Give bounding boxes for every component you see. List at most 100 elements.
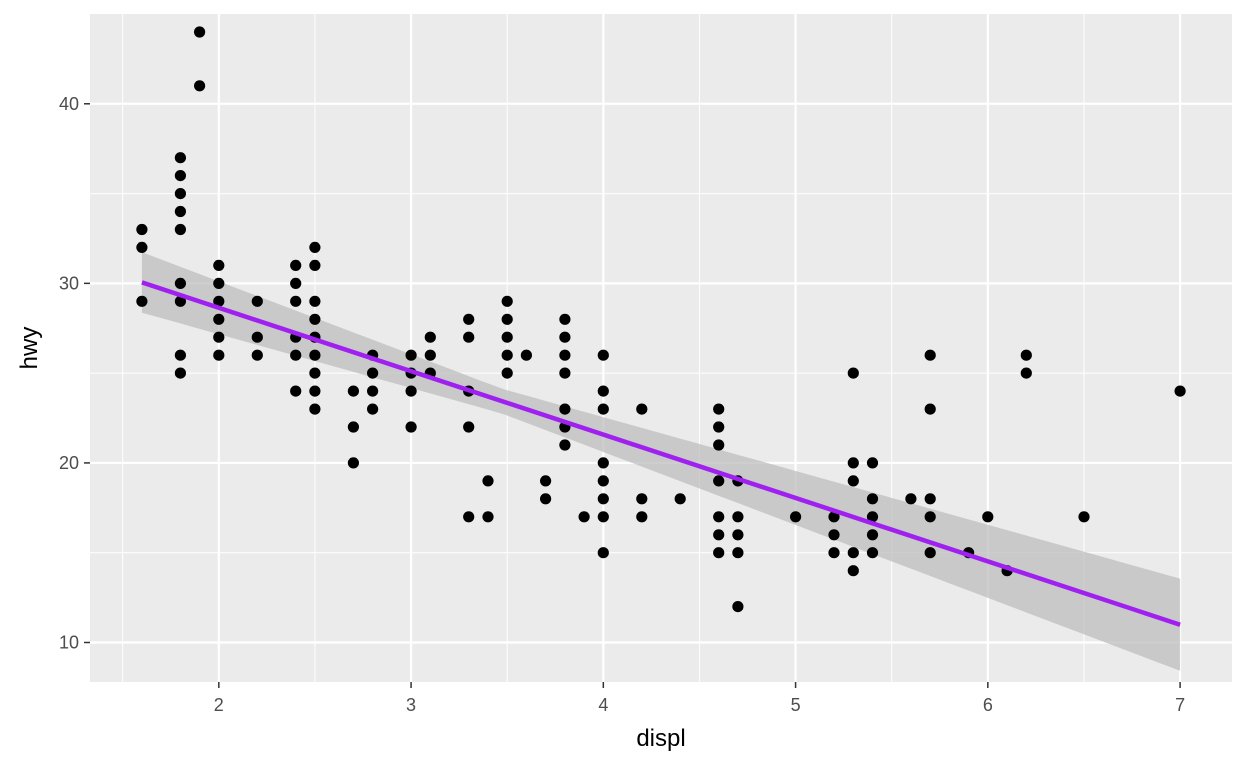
data-point [463,313,475,325]
data-point [309,349,321,361]
data-point [463,511,475,523]
data-point [367,403,379,415]
data-point [463,331,475,343]
x-tick-label: 2 [214,695,224,715]
data-point [367,367,379,379]
data-point [309,403,321,415]
data-point [347,421,359,433]
data-point [636,403,648,415]
x-tick-label: 6 [983,695,993,715]
data-point [194,26,206,38]
data-point [713,421,725,433]
data-point [174,349,186,361]
data-point [866,511,879,523]
x-tick-label: 5 [791,695,801,715]
data-point [559,349,571,361]
data-point [251,295,263,307]
data-point [174,367,186,379]
data-point [405,385,417,397]
data-point [174,188,186,200]
data-point [136,241,148,253]
data-point [713,529,725,541]
data-point [174,277,186,289]
data-point [309,367,321,379]
data-point [713,475,725,487]
data-point [597,457,609,469]
data-point [597,349,609,361]
data-point [828,547,840,559]
data-point [309,313,321,325]
data-point [982,511,994,523]
y-tick-label: 10 [59,632,79,652]
data-point [136,223,148,236]
y-tick-label: 30 [59,273,79,293]
data-point [924,493,936,505]
data-point [559,331,571,343]
data-point [174,170,186,182]
x-axis-ticks: 2 3 4 5 6 7 [214,682,1185,715]
data-point [501,349,513,361]
data-point [501,367,513,379]
data-points [136,26,1186,613]
data-point [501,313,513,325]
data-point [732,547,744,559]
data-point [136,295,148,307]
data-point [405,349,417,361]
data-point [597,493,609,505]
data-point [597,547,609,559]
data-point [847,367,859,379]
data-point [290,259,302,271]
data-point [540,475,552,487]
data-point [924,349,936,361]
data-point [1174,385,1186,397]
data-point [828,529,840,541]
y-tick-label: 20 [59,453,79,473]
x-tick-label: 3 [406,695,416,715]
y-axis-ticks: 10 20 30 40 [59,94,90,652]
data-point [309,241,321,253]
data-point [424,331,436,343]
data-point [828,511,840,523]
data-point [866,457,879,469]
data-point [847,547,859,559]
y-tick-label: 40 [59,94,79,114]
data-point [309,295,321,307]
data-point [597,511,609,523]
data-point [924,511,936,523]
data-point [501,331,513,343]
data-point [636,511,648,523]
data-point [597,385,609,397]
data-point [501,295,513,307]
data-point [347,385,359,397]
data-point [866,493,879,505]
data-point [559,439,571,451]
confidence-band [141,252,1181,671]
data-point [540,493,552,505]
data-point [290,295,302,307]
data-point [559,367,571,379]
data-point [636,493,648,505]
data-point [790,511,802,523]
data-point [309,259,321,271]
data-point [732,601,744,613]
data-point [732,511,744,523]
x-tick-label: 7 [1175,695,1185,715]
data-point [866,547,879,559]
data-point [290,277,302,289]
data-point [213,277,225,289]
y-axis-title: hwy [16,327,43,370]
data-point [174,205,186,218]
data-point [251,349,263,361]
data-point [713,439,725,451]
data-point [309,385,321,397]
data-point [847,457,859,469]
data-point [405,421,417,433]
data-point [578,511,590,523]
data-point [713,511,725,523]
data-point [290,349,302,361]
data-point [520,349,533,361]
x-axis-title: displ [636,725,685,752]
data-point [597,475,609,487]
